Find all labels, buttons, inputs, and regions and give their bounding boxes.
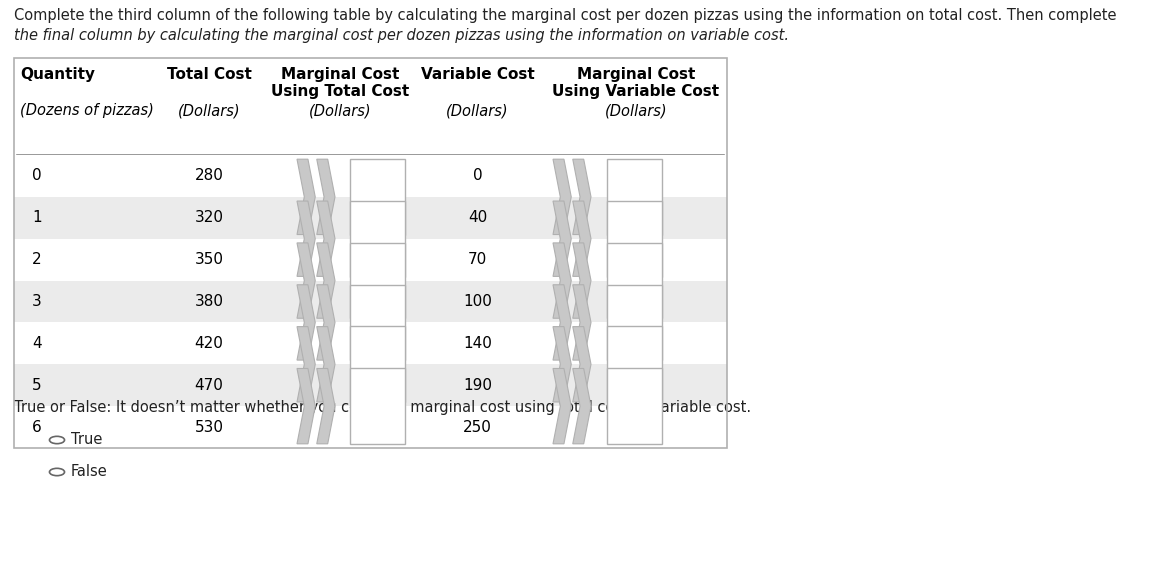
Text: 280: 280 <box>195 168 224 184</box>
Text: 380: 380 <box>195 294 224 309</box>
Text: Using Variable Cost: Using Variable Cost <box>553 84 720 99</box>
Text: False: False <box>71 464 108 480</box>
Text: 4: 4 <box>32 336 42 351</box>
Text: the final column by calculating the marginal cost per dozen pizzas using the inf: the final column by calculating the marg… <box>14 28 789 43</box>
Text: 5: 5 <box>32 378 42 393</box>
Text: Complete the third column of the following table by calculating the marginal cos: Complete the third column of the followi… <box>14 8 1116 23</box>
Text: True: True <box>71 432 102 447</box>
Text: 0: 0 <box>32 168 42 184</box>
Text: 320: 320 <box>195 210 224 225</box>
Text: (Dollars): (Dollars) <box>177 103 240 118</box>
Text: Total Cost: Total Cost <box>167 67 252 82</box>
Text: (Dollars): (Dollars) <box>605 103 668 118</box>
Text: 530: 530 <box>195 420 224 434</box>
Text: Quantity: Quantity <box>20 67 95 82</box>
Text: Using Total Cost: Using Total Cost <box>271 84 409 99</box>
Text: (Dollars): (Dollars) <box>446 103 509 118</box>
Text: 0: 0 <box>473 168 482 184</box>
Text: 6: 6 <box>32 420 42 434</box>
Text: 1: 1 <box>32 210 42 225</box>
Text: 140: 140 <box>464 336 491 351</box>
Text: 2: 2 <box>32 252 42 267</box>
Text: 100: 100 <box>464 294 491 309</box>
Text: Marginal Cost: Marginal Cost <box>280 67 399 82</box>
Text: 350: 350 <box>195 252 224 267</box>
Text: 420: 420 <box>195 336 224 351</box>
Text: True or False: It doesn’t matter whether you compute marginal cost using total c: True or False: It doesn’t matter whether… <box>14 400 751 415</box>
Text: (Dozens of pizzas): (Dozens of pizzas) <box>20 103 154 118</box>
Text: 70: 70 <box>468 252 487 267</box>
Text: 470: 470 <box>195 378 224 393</box>
Text: Marginal Cost: Marginal Cost <box>577 67 695 82</box>
Text: 250: 250 <box>464 420 491 434</box>
Text: 3: 3 <box>32 294 42 309</box>
Text: 190: 190 <box>462 378 493 393</box>
Text: (Dollars): (Dollars) <box>308 103 371 118</box>
Text: 40: 40 <box>468 210 487 225</box>
Text: Variable Cost: Variable Cost <box>421 67 534 82</box>
